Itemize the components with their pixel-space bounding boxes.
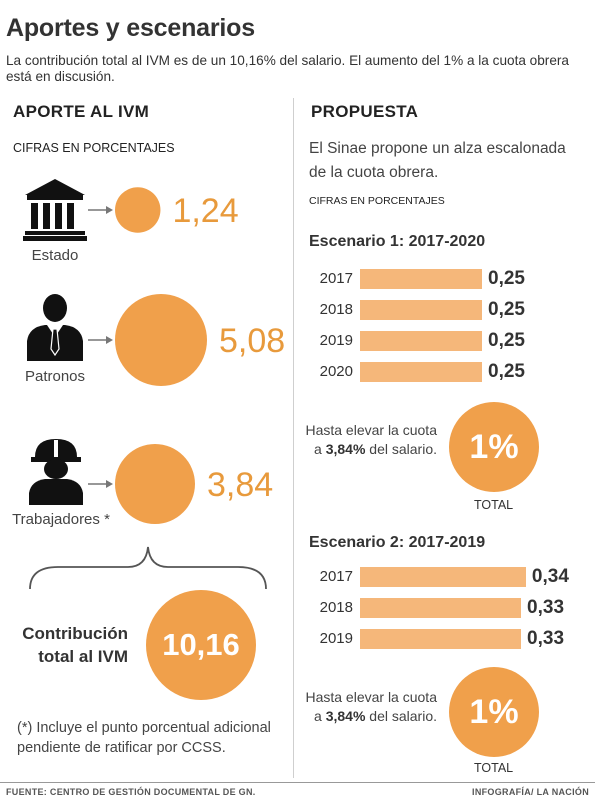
left-section-heading: APORTE AL IVM bbox=[13, 102, 150, 121]
sum-brace bbox=[29, 546, 267, 590]
scenario-1-year-label: 2019 bbox=[319, 332, 353, 349]
scenario-1-bar bbox=[360, 269, 482, 289]
scenario-2-note: Hasta elevar la cuota a 3,84% del salari… bbox=[297, 688, 437, 726]
scenario-2-year-label: 2018 bbox=[319, 599, 353, 616]
trabajadores-value-label: 3,84 bbox=[207, 466, 273, 504]
total-contribution-value: 10,16 bbox=[162, 627, 240, 662]
businessman-icon bbox=[27, 294, 83, 361]
scenario-2-year-label: 2017 bbox=[319, 568, 353, 585]
column-divider bbox=[293, 98, 294, 778]
scenario-1-bar-value: 0,25 bbox=[488, 268, 525, 289]
scenario-1-note-suffix: del salario. bbox=[365, 441, 437, 457]
scenario-2-note-prefix: Hasta elevar la cuota a bbox=[305, 689, 437, 724]
patronos-bubble bbox=[115, 294, 207, 386]
contribution-bubble-chart: 1,24 5,08 3,84 bbox=[88, 187, 285, 524]
page-subtitle: La contribución total al IVM es de un 10… bbox=[6, 53, 569, 84]
scenario-2-bar-value: 0,34 bbox=[531, 566, 569, 587]
scenario-1-bar-value: 0,25 bbox=[488, 361, 525, 382]
scenario-1-bar-value: 0,25 bbox=[488, 330, 525, 351]
scenario-1-year-label: 2018 bbox=[319, 301, 353, 318]
scenario-2-total-value: 1% bbox=[469, 692, 519, 731]
scenario-2-year-label: 2019 bbox=[319, 630, 353, 647]
patronos-arrow-head bbox=[106, 336, 113, 344]
government-building-icon bbox=[23, 179, 87, 241]
contribution-total-label: Contribución total al IVM bbox=[22, 624, 128, 666]
page-title: Aportes y escenarios bbox=[6, 14, 255, 42]
scenario-1-note-value: 3,84% bbox=[325, 441, 366, 457]
infographic-credit: INFOGRAFÍA/ LA NACIÓN bbox=[472, 787, 589, 797]
scenario-2-title: Escenario 2: 2017-2019 bbox=[309, 534, 486, 551]
right-units-note: CIFRAS EN PORCENTAJES bbox=[309, 195, 445, 207]
total-contribution-circle: 10,16 bbox=[146, 590, 256, 700]
scenario-1-total-label: TOTAL bbox=[474, 498, 514, 512]
scenario-2-bar-value: 0,33 bbox=[527, 628, 565, 649]
estado-arrow-head bbox=[106, 206, 113, 214]
worker-hardhat-icon bbox=[29, 439, 83, 505]
trabajadores-label: Trabajadores * bbox=[12, 511, 110, 528]
scenario-1-bar-value: 0,25 bbox=[488, 299, 525, 320]
scenario-1-bar bbox=[360, 300, 482, 320]
scenario-1-total-circle: 1% bbox=[449, 402, 539, 492]
scenario-1-note-prefix: Hasta elevar la cuota a bbox=[305, 422, 437, 457]
footnote: (*) Incluye el punto porcentual adiciona… bbox=[17, 720, 271, 756]
trabajadores-arrow-head bbox=[106, 480, 113, 488]
scenario-1-year-label: 2017 bbox=[319, 270, 353, 287]
estado-label: Estado bbox=[31, 247, 79, 264]
scenario-1-note: Hasta elevar la cuota a 3,84% del salari… bbox=[297, 421, 437, 459]
scenario-1-bar bbox=[360, 331, 482, 351]
scenario-2-total-circle: 1% bbox=[449, 667, 539, 757]
trabajadores-bubble bbox=[115, 444, 195, 524]
estado-bubble bbox=[115, 187, 161, 233]
source-credit: FUENTE: CENTRO DE GESTIÓN DOCUMENTAL DE … bbox=[6, 787, 256, 797]
scenario-2-bar-value: 0,33 bbox=[527, 597, 565, 618]
right-section-heading: PROPUESTA bbox=[311, 102, 419, 121]
scenario-2-bar bbox=[360, 567, 526, 587]
scenario-2-note-suffix: del salario. bbox=[365, 708, 437, 724]
scenario-1-year-label: 2020 bbox=[319, 363, 353, 380]
proposal-intro: El Sinae propone un alza escalonada de l… bbox=[309, 140, 566, 181]
scenario-1-title: Escenario 1: 2017-2020 bbox=[309, 233, 486, 250]
left-units-note: CIFRAS EN PORCENTAJES bbox=[13, 141, 175, 155]
footer-rule bbox=[0, 782, 595, 783]
estado-value-label: 1,24 bbox=[172, 192, 238, 230]
scenario-2-total-label: TOTAL bbox=[474, 761, 514, 775]
scenario-1-bar bbox=[360, 362, 482, 382]
scenario-1-total-value: 1% bbox=[469, 427, 519, 466]
patronos-label: Patronos bbox=[24, 368, 86, 385]
patronos-value-label: 5,08 bbox=[219, 322, 285, 360]
scenario-2-note-value: 3,84% bbox=[325, 708, 366, 724]
scenario-2-bar bbox=[360, 629, 522, 649]
scenario-2-bar bbox=[360, 598, 522, 618]
